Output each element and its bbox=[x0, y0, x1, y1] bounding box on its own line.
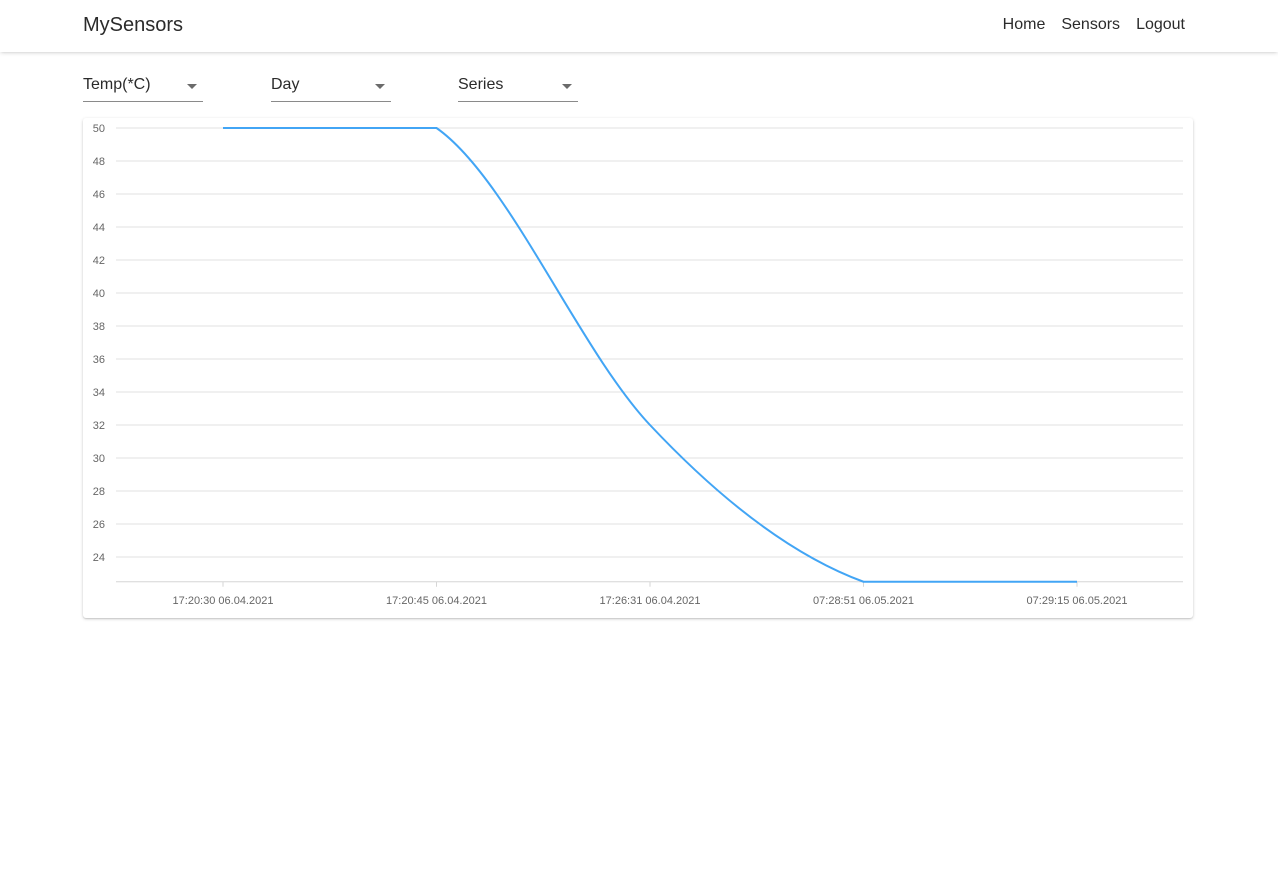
y-tick-label: 32 bbox=[93, 420, 105, 432]
x-tick-label: 07:28:51 06.05.2021 bbox=[813, 595, 914, 607]
y-tick-label: 42 bbox=[93, 255, 105, 267]
y-tick-label: 26 bbox=[93, 519, 105, 531]
measure-select-value: Temp(*C) bbox=[83, 76, 151, 93]
y-tick-label: 46 bbox=[93, 189, 105, 201]
app-brand[interactable]: MySensors bbox=[83, 14, 184, 36]
temperature-chart: 50 48 46 44 42 40 38 36 34 32 30 28 26 24 17:20:30 06.… bbox=[93, 123, 1183, 607]
mode-select[interactable]: Series bbox=[458, 70, 578, 102]
x-tick-label: 07:29:15 06.05.2021 bbox=[1027, 595, 1128, 607]
y-tick-label: 28 bbox=[93, 486, 105, 498]
y-tick-label: 48 bbox=[93, 156, 105, 168]
period-select-value: Day bbox=[271, 76, 300, 93]
y-tick-label: 38 bbox=[93, 321, 105, 333]
y-tick-label: 40 bbox=[93, 288, 105, 300]
y-tick-label: 50 bbox=[93, 123, 105, 135]
mode-select-value: Series bbox=[458, 76, 504, 93]
main-nav: Home Sensors Logout bbox=[1003, 16, 1185, 34]
chevron-down-icon bbox=[562, 84, 572, 89]
y-tick-label: 34 bbox=[93, 387, 105, 399]
y-tick-label: 36 bbox=[93, 354, 105, 366]
nav-sensors-link[interactable]: Sensors bbox=[1061, 16, 1121, 33]
x-tick-label: 17:26:31 06.04.2021 bbox=[600, 595, 701, 607]
temperature-series-line bbox=[222, 127, 1077, 583]
measure-select[interactable]: Temp(*C) bbox=[83, 70, 203, 102]
top-app-bar: MySensors Home Sensors Logout bbox=[0, 0, 1278, 52]
y-tick-label: 44 bbox=[93, 222, 105, 234]
x-tick-label: 17:20:30 06.04.2021 bbox=[173, 595, 274, 607]
chevron-down-icon bbox=[187, 84, 197, 89]
y-tick-label: 24 bbox=[93, 552, 105, 564]
nav-logout-link[interactable]: Logout bbox=[1136, 16, 1185, 33]
y-tick-label: 30 bbox=[93, 453, 105, 465]
chart-card: 50 48 46 44 42 40 38 36 34 32 30 28 26 24 17:20:30 06.… bbox=[83, 118, 1193, 618]
chevron-down-icon bbox=[375, 84, 385, 89]
x-tick-label: 17:20:45 06.04.2021 bbox=[386, 595, 487, 607]
nav-home-link[interactable]: Home bbox=[1002, 16, 1046, 33]
period-select[interactable]: Day bbox=[271, 70, 391, 102]
